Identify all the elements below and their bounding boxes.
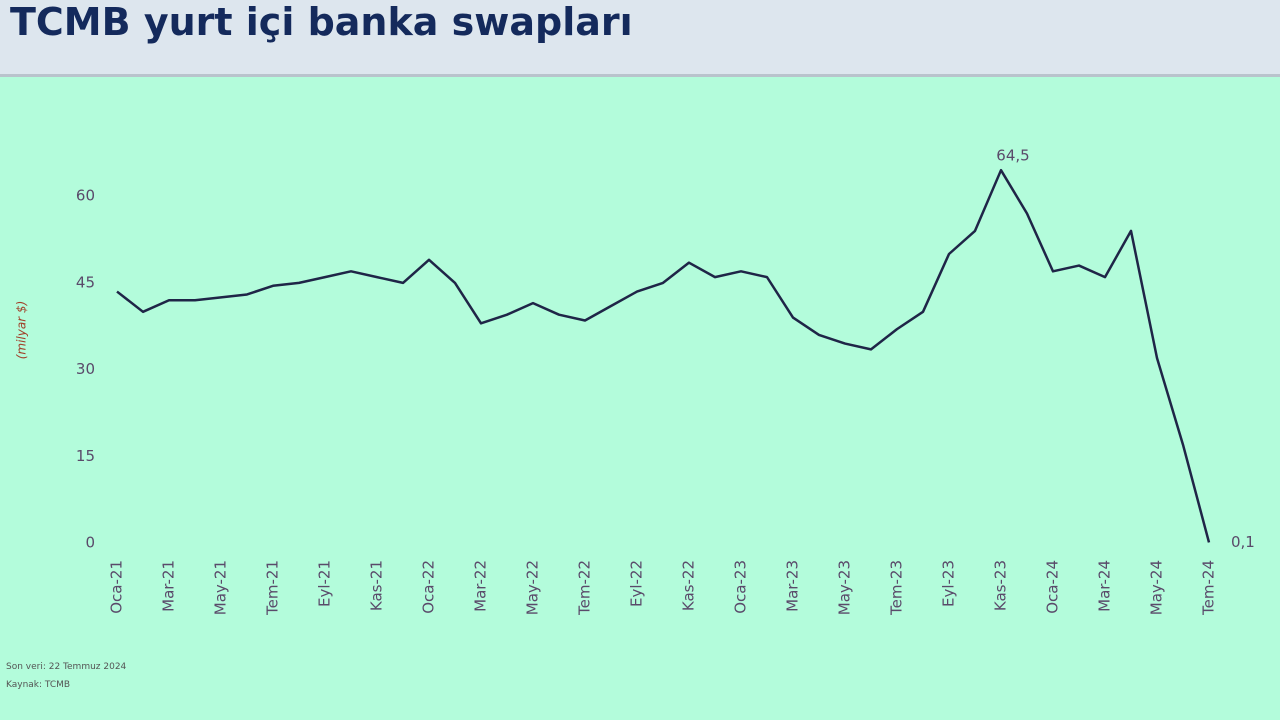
y-tick-label: 0 — [85, 534, 95, 552]
x-tick-label: Mar-24 — [1096, 560, 1114, 612]
x-tick-label: Tem-22 — [576, 560, 594, 616]
x-tick-label: Kas-22 — [680, 560, 698, 611]
x-tick-label: Tem-21 — [264, 560, 282, 616]
x-tick-label: Kas-23 — [992, 560, 1010, 611]
y-tick-label: 30 — [76, 360, 95, 378]
y-tick-label: 60 — [76, 187, 95, 205]
x-tick-label: Oca-23 — [732, 560, 750, 614]
y-axis-label: (milyar $) — [15, 301, 29, 360]
x-tick-label: Tem-24 — [1200, 560, 1218, 616]
data-label: 64,5 — [996, 147, 1029, 165]
x-tick-label: Oca-24 — [1044, 560, 1062, 614]
data-line — [116, 168, 1211, 543]
x-tick-label: May-24 — [1148, 560, 1166, 615]
header: TCMB yurt içi banka swapları — [0, 0, 1280, 77]
footnote: Son veri: 22 Temmuz 2024 — [6, 662, 127, 672]
x-tick-label: Tem-23 — [888, 560, 906, 616]
x-tick-label: May-22 — [524, 560, 542, 615]
x-tick-label: May-23 — [836, 560, 854, 615]
x-tick-label: Eyl-22 — [628, 560, 646, 607]
x-tick-label: Oca-21 — [108, 560, 126, 614]
page-title: TCMB yurt içi banka swapları — [10, 0, 633, 44]
x-tick-label: Kas-21 — [368, 560, 386, 611]
y-tick-label: 15 — [76, 447, 95, 465]
y-tick-label: 45 — [76, 273, 95, 291]
x-tick-label: Oca-22 — [420, 560, 438, 614]
x-tick-label: Mar-21 — [160, 560, 178, 612]
footnote: Kaynak: TCMB — [6, 680, 71, 690]
x-tick-label: May-21 — [212, 560, 230, 615]
x-tick-label: Mar-23 — [784, 560, 802, 612]
x-tick-label: Mar-22 — [472, 560, 490, 612]
x-tick-label: Eyl-21 — [316, 560, 334, 607]
x-tick-label: Eyl-23 — [940, 560, 958, 607]
data-label: 0,1 — [1231, 533, 1255, 551]
